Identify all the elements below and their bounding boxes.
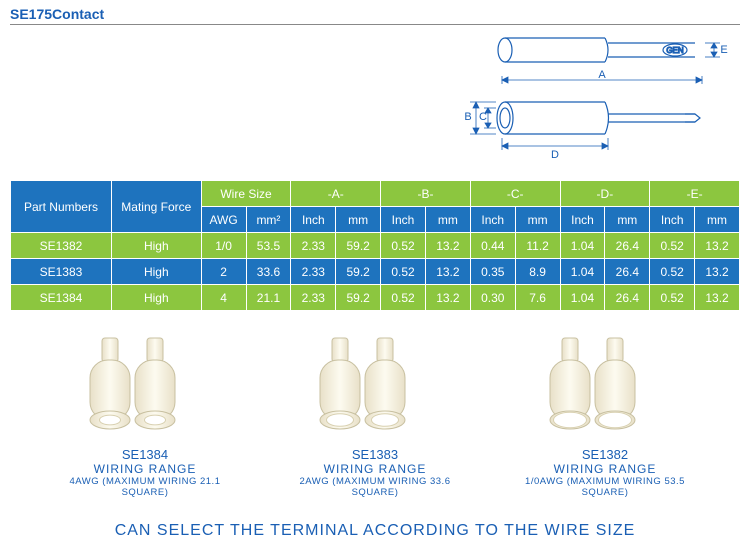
product-sub2: 2AWG (MAXIMUM WIRING 33.6 SQUARE) [275, 476, 475, 498]
table-cell: 8.9 [515, 259, 560, 285]
product-sub1: WIRING RANGE [275, 462, 475, 476]
table-row: SE1382High1/053.52.3359.20.5213.20.4411.… [11, 233, 740, 259]
th-a: -A- [291, 181, 381, 207]
product-item: SE1382 WIRING RANGE 1/0AWG (MAXIMUM WIRI… [505, 330, 705, 498]
table-cell: SE1384 [11, 285, 112, 311]
dim-c: C [479, 111, 487, 123]
table-cell: 0.52 [650, 259, 695, 285]
th-c: -C- [470, 181, 560, 207]
th-b: -B- [381, 181, 471, 207]
table-cell: 0.30 [470, 285, 515, 311]
table-cell: 1/0 [201, 233, 246, 259]
table-row: SE1384High421.12.3359.20.5213.20.307.61.… [11, 285, 740, 311]
product-sub1: WIRING RANGE [505, 462, 705, 476]
table-cell: 2.33 [291, 233, 336, 259]
table-cell: SE1383 [11, 259, 112, 285]
table-cell: 0.35 [470, 259, 515, 285]
dimension-diagram: GEN E [430, 28, 730, 168]
product-sub1: WIRING RANGE [45, 462, 245, 476]
th-b-mm: mm [425, 207, 470, 233]
table-cell: 11.2 [515, 233, 560, 259]
table-cell: 13.2 [425, 285, 470, 311]
table-cell: 0.52 [650, 285, 695, 311]
table-cell: 21.1 [246, 285, 291, 311]
table-cell: 53.5 [246, 233, 291, 259]
contact-icon [80, 330, 210, 440]
product-name: SE1384 [45, 447, 245, 462]
th-wire: Wire Size [201, 181, 291, 207]
th-a-in: Inch [291, 207, 336, 233]
table-cell: 2.33 [291, 285, 336, 311]
table-cell: SE1382 [11, 233, 112, 259]
dim-d: D [551, 149, 559, 161]
table-cell: 1.04 [560, 233, 605, 259]
th-d-mm: mm [605, 207, 650, 233]
th-mating: Mating Force [111, 181, 201, 233]
page-title: SE175Contact [10, 6, 104, 22]
th-c-mm: mm [515, 207, 560, 233]
table-cell: 2 [201, 259, 246, 285]
gen-mark: GEN [666, 46, 684, 55]
table-cell: 0.52 [381, 233, 426, 259]
th-e-mm: mm [695, 207, 740, 233]
th-mm2: mm² [246, 207, 291, 233]
th-part: Part Numbers [11, 181, 112, 233]
table-cell: 33.6 [246, 259, 291, 285]
product-name: SE1382 [505, 447, 705, 462]
product-row: SE1384 WIRING RANGE 4AWG (MAXIMUM WIRING… [0, 330, 750, 498]
table-cell: 13.2 [425, 259, 470, 285]
th-e: -E- [650, 181, 740, 207]
table-cell: High [111, 233, 201, 259]
table-cell: High [111, 259, 201, 285]
table-cell: 0.52 [650, 233, 695, 259]
table-cell: 0.44 [470, 233, 515, 259]
th-b-in: Inch [381, 207, 426, 233]
contact-icon [540, 330, 670, 440]
table-cell: 4 [201, 285, 246, 311]
product-name: SE1383 [275, 447, 475, 462]
th-awg: AWG [201, 207, 246, 233]
table-cell: 1.04 [560, 285, 605, 311]
table-cell: 13.2 [695, 233, 740, 259]
th-d-in: Inch [560, 207, 605, 233]
product-sub2: 1/0AWG (MAXIMUM WIRING 53.5 SQUARE) [505, 476, 705, 498]
dim-a: A [598, 69, 606, 81]
divider [10, 24, 740, 25]
table-cell: 59.2 [336, 285, 381, 311]
table-cell: 26.4 [605, 285, 650, 311]
table-cell: 0.52 [381, 259, 426, 285]
table-cell: 13.2 [695, 285, 740, 311]
dim-e: E [720, 44, 727, 56]
th-c-in: Inch [470, 207, 515, 233]
table-cell: 1.04 [560, 259, 605, 285]
table-cell: 26.4 [605, 259, 650, 285]
footer-note: CAN SELECT THE TERMINAL ACCORDING TO THE… [0, 522, 750, 540]
table-cell: 26.4 [605, 233, 650, 259]
th-e-in: Inch [650, 207, 695, 233]
table-cell: 2.33 [291, 259, 336, 285]
product-item: SE1383 WIRING RANGE 2AWG (MAXIMUM WIRING… [275, 330, 475, 498]
table-cell: 13.2 [695, 259, 740, 285]
th-a-mm: mm [336, 207, 381, 233]
table-row: SE1383High233.62.3359.20.5213.20.358.91.… [11, 259, 740, 285]
table-cell: 7.6 [515, 285, 560, 311]
table-cell: 59.2 [336, 233, 381, 259]
product-sub2: 4AWG (MAXIMUM WIRING 21.1 SQUARE) [45, 476, 245, 498]
th-d: -D- [560, 181, 650, 207]
table-cell: 0.52 [381, 285, 426, 311]
table-cell: 13.2 [425, 233, 470, 259]
table-cell: High [111, 285, 201, 311]
dim-b: B [464, 111, 471, 123]
product-item: SE1384 WIRING RANGE 4AWG (MAXIMUM WIRING… [45, 330, 245, 498]
table-cell: 59.2 [336, 259, 381, 285]
spec-table: Part Numbers Mating Force Wire Size -A- … [10, 180, 740, 311]
contact-icon [310, 330, 440, 440]
